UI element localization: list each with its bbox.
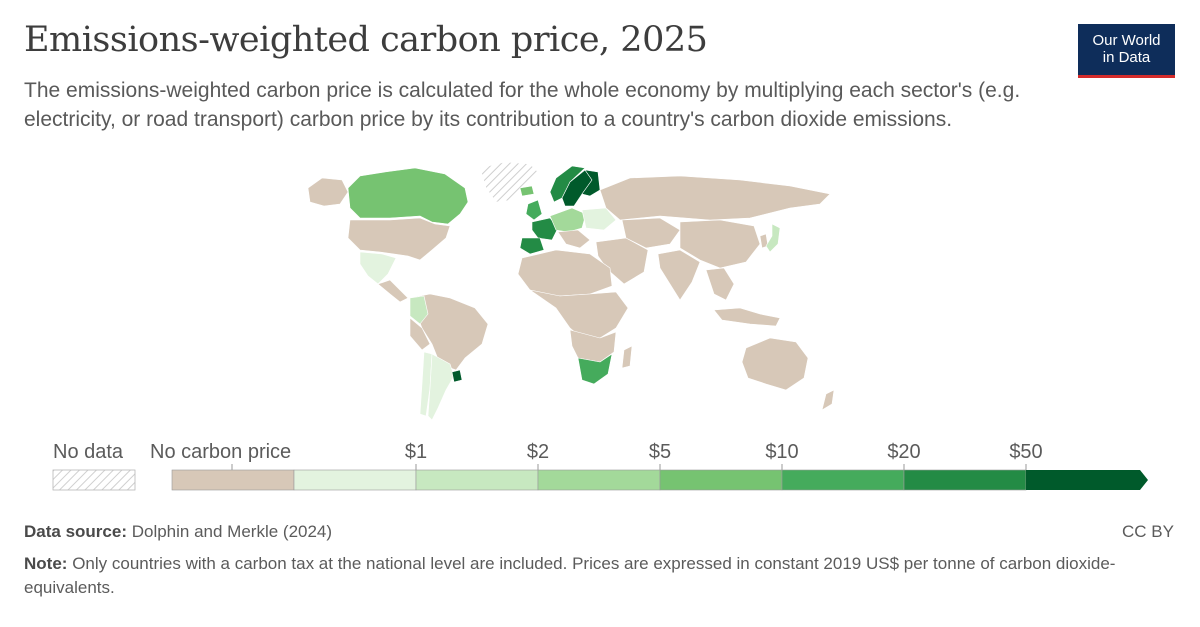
color-legend: No data No carbon price $1 $2 $5 $10 $20 $50 <box>52 441 1148 491</box>
map-region-central-africa[interactable] <box>529 289 629 341</box>
legend-tick-label-2: $5 <box>649 441 671 463</box>
map-region-madagascar[interactable] <box>621 345 633 369</box>
legend-tick-label-0: $1 <box>405 441 427 463</box>
map-region-france[interactable] <box>531 217 559 241</box>
map-region-china[interactable] <box>679 219 761 269</box>
map-region-australia[interactable] <box>741 337 809 391</box>
logo-line-2: in Data <box>1102 49 1151 66</box>
chart-title: Emissions-weighted carbon price, 2025 <box>24 20 708 60</box>
legend-swatch-0[interactable] <box>171 469 295 491</box>
map-region-india[interactable] <box>657 249 701 301</box>
chart-note: Note: Only countries with a carbon tax a… <box>24 552 1134 600</box>
map-region-central-america[interactable] <box>377 279 409 303</box>
map-region-japan[interactable] <box>765 223 781 253</box>
legend-swatch-4[interactable] <box>659 469 783 491</box>
map-region-iberia[interactable] <box>519 237 545 255</box>
map-region-north-africa[interactable] <box>517 249 613 297</box>
map-region-central-asia[interactable] <box>621 217 681 249</box>
legend-swatch-6[interactable] <box>903 469 1027 491</box>
map-region-poland-ukraine[interactable] <box>581 207 617 231</box>
source-label: Data source: <box>24 522 127 541</box>
map-region-russia[interactable] <box>599 175 831 221</box>
map-region-colombia[interactable] <box>409 295 429 325</box>
map-region-south-africa[interactable] <box>577 353 613 385</box>
world-map[interactable] <box>260 158 850 430</box>
map-region-alaska[interactable] <box>307 177 349 207</box>
source-text[interactable]: Dolphin and Merkle (2024) <box>131 522 333 541</box>
owid-logo[interactable]: Our World in Data <box>1078 24 1175 78</box>
legend-swatch-5[interactable] <box>781 469 905 491</box>
legend-no-price-label: No carbon price <box>150 441 291 463</box>
map-region-central-europe[interactable] <box>549 207 587 233</box>
map-region-uruguay[interactable] <box>451 369 463 383</box>
map-region-canada[interactable] <box>347 167 469 225</box>
note-label: Note: <box>24 554 68 573</box>
legend-swatch-1[interactable] <box>293 469 417 491</box>
legend-tick-label-1: $2 <box>527 441 549 463</box>
map-region-greenland[interactable] <box>479 161 539 203</box>
map-region-italy-balkans[interactable] <box>557 229 591 249</box>
legend-swatch-7[interactable] <box>1026 470 1148 490</box>
map-region-venezuela-brazil[interactable] <box>409 293 489 371</box>
legend-no-data-label: No data <box>53 441 124 463</box>
legend-tick-label-4: $20 <box>887 441 920 463</box>
map-region-usa[interactable] <box>347 217 451 261</box>
map-region-finland[interactable] <box>581 169 601 197</box>
map-region-indonesia[interactable] <box>713 307 781 327</box>
legend-swatch-3[interactable] <box>537 469 661 491</box>
legend-tick-label-3: $10 <box>765 441 798 463</box>
license[interactable]: CC BY <box>1122 522 1174 541</box>
legend-no-data-swatch[interactable] <box>52 469 136 491</box>
note-text: Only countries with a carbon tax at the … <box>24 554 1116 597</box>
map-region-mexico[interactable] <box>359 251 397 285</box>
legend-tick-label-5: $50 <box>1009 441 1042 463</box>
map-region-new-zealand[interactable] <box>821 389 835 411</box>
data-source: Data source: Dolphin and Merkle (2024) <box>24 522 332 542</box>
map-region-iceland[interactable] <box>519 185 535 197</box>
legend-swatch-2[interactable] <box>415 469 539 491</box>
map-region-peru[interactable] <box>409 317 431 351</box>
map-region-se-asia[interactable] <box>705 267 735 301</box>
chart-subtitle: The emissions-weighted carbon price is c… <box>24 79 1021 131</box>
map-region-uk[interactable] <box>525 199 543 221</box>
map-region-argentina[interactable] <box>427 353 455 421</box>
logo-line-1: Our World <box>1092 32 1161 49</box>
